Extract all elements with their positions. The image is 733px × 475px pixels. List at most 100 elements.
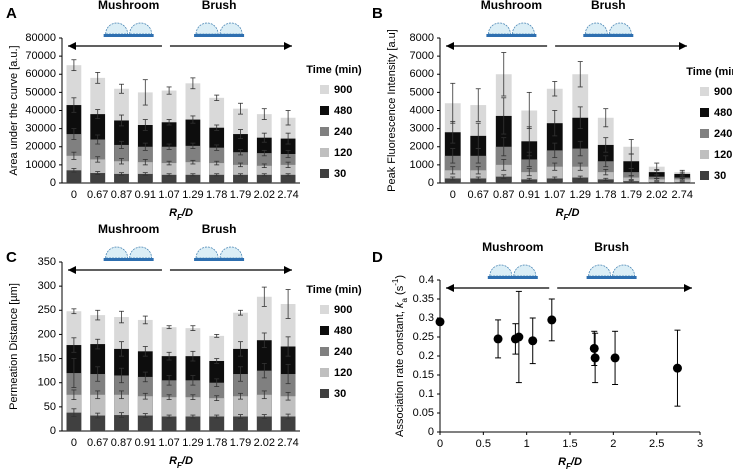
error-bar (603, 137, 609, 153)
arrow-head (446, 42, 454, 50)
y-tick-label: 0.25 (413, 331, 434, 343)
polymer-dome (511, 22, 535, 35)
bar (90, 173, 106, 183)
error-bar (166, 173, 172, 177)
bar (161, 174, 177, 183)
error-bar (95, 366, 101, 382)
x-tick-label: 1.07 (158, 437, 179, 449)
error-bar (577, 140, 583, 157)
error-bar (285, 161, 291, 168)
arrow-head (679, 42, 687, 50)
legend-label: 120 (714, 149, 732, 161)
y-tick-label: 3000 (410, 123, 434, 135)
y-tick-label: 0 (428, 426, 434, 438)
error-bar (450, 176, 456, 181)
point (493, 334, 503, 344)
panel-label: A (6, 5, 17, 22)
legend-label: 240 (334, 126, 352, 138)
error-bar (603, 177, 609, 181)
error-bar (261, 132, 267, 143)
bar (114, 415, 129, 431)
error-bar (285, 289, 291, 319)
y-tick-label: 0.2 (419, 350, 434, 362)
error-bar (71, 168, 77, 173)
error-bar (238, 366, 243, 382)
error-bar (285, 336, 291, 357)
y-tick-label: 50 (44, 401, 56, 413)
error-bar (71, 151, 77, 160)
error-bar (238, 149, 243, 156)
legend-label: 480 (714, 107, 732, 119)
arrow-head (68, 266, 76, 274)
point (589, 343, 599, 353)
legend-swatch (700, 129, 709, 138)
polymer-dome (608, 22, 632, 35)
error-bar (261, 163, 267, 168)
error-bar (142, 346, 148, 357)
y-tick-label: 0 (428, 177, 434, 189)
error-bar (450, 166, 456, 175)
label-part: F (177, 213, 183, 222)
bar (572, 177, 589, 183)
y-tick-label: 70000 (25, 50, 56, 62)
bar (597, 172, 614, 183)
polymer-dome (612, 264, 636, 277)
legend-title: Time (min) (306, 284, 362, 296)
legend-swatch (700, 87, 709, 96)
y-tick-label: 60000 (25, 68, 56, 80)
error-bar (526, 177, 532, 181)
bar (521, 172, 538, 183)
error-bar (214, 358, 220, 364)
surface (194, 34, 245, 37)
x-tick-label: 3 (697, 438, 703, 450)
x-tick-label: 0.91 (519, 189, 540, 201)
annotation: Brush (202, 0, 237, 12)
point (514, 332, 524, 342)
bar (546, 178, 563, 183)
error-bar (261, 332, 267, 348)
panel-label: B (372, 5, 383, 22)
legend-label: 480 (334, 325, 352, 337)
error-bar (190, 394, 196, 401)
axis-label: Permeation Distance [µm] (8, 283, 20, 410)
label-part: a (400, 297, 409, 302)
bar (256, 416, 272, 431)
error-bar (577, 106, 583, 130)
error-bar (214, 160, 220, 166)
label-part: Association rate constant, (394, 308, 406, 437)
error-bar (71, 337, 77, 353)
error-bar (501, 52, 507, 97)
x-tick-label: 0.87 (111, 437, 132, 449)
x-tick-label: 0 (71, 437, 77, 449)
surface (103, 258, 154, 261)
legend-swatch (320, 326, 329, 335)
y-tick-label: 0 (50, 425, 56, 437)
y-tick-label: 150 (38, 352, 56, 364)
error-bar (119, 412, 124, 418)
annotation: Brush (594, 240, 629, 254)
error-bar (214, 395, 220, 401)
axis-label: RF/D (169, 455, 193, 470)
bar (137, 173, 153, 183)
error-bar (95, 109, 101, 120)
axis-label: RF/D (558, 456, 582, 471)
error-bar (71, 389, 77, 401)
bar (444, 178, 461, 183)
y-tick-label: 0.35 (413, 293, 434, 305)
error-bar (119, 341, 124, 357)
point (672, 363, 682, 373)
arrow-head (284, 266, 292, 274)
y-tick-label: 7000 (410, 50, 434, 62)
error-bar (190, 414, 196, 419)
x-tick-label: 2.74 (672, 189, 693, 201)
error-bar (190, 350, 196, 362)
surface (487, 276, 538, 279)
error-bar (552, 162, 558, 171)
axis-label: RF/D (169, 207, 193, 222)
error-bar (238, 162, 243, 168)
error-bar (166, 394, 172, 401)
error-bar (238, 102, 243, 115)
x-tick-label: 1.5 (562, 438, 577, 450)
bar (185, 174, 201, 183)
y-tick-label: 250 (38, 304, 56, 316)
